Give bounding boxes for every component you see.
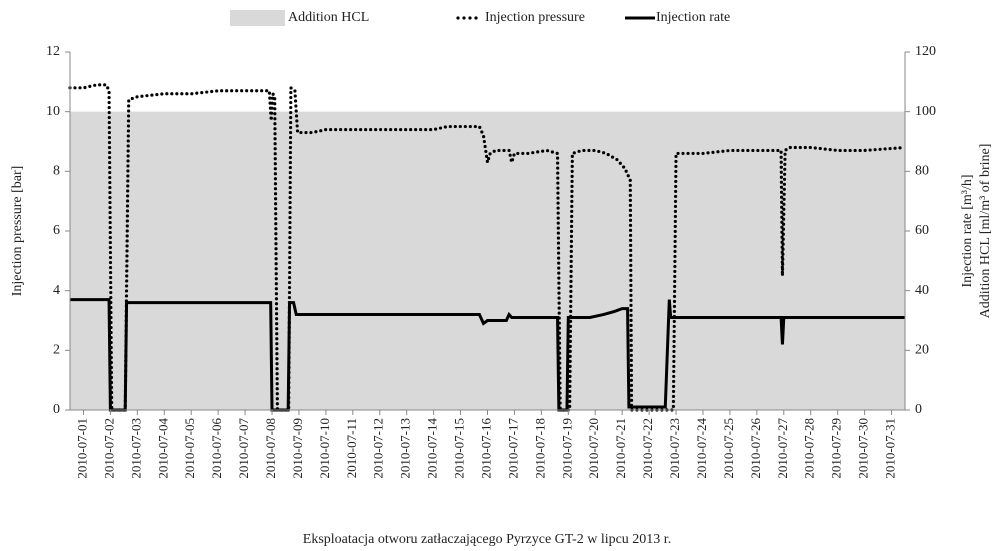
x-tick-label: 2010-07-12	[371, 418, 386, 479]
x-tick-label: 2010-07-18	[532, 418, 547, 479]
x-tick-label: 2010-07-10	[317, 418, 332, 479]
x-tick-label: 2010-07-06	[209, 418, 224, 479]
x-tick-label: 2010-07-07	[236, 418, 251, 479]
y-tick-label: 0	[53, 402, 60, 417]
x-tick-label: 2010-07-27	[775, 418, 790, 479]
y-tick-label: 2	[53, 343, 60, 358]
x-tick-label: 2010-07-26	[748, 418, 763, 479]
y-tick-label: 8	[53, 164, 60, 179]
line	[68, 83, 907, 412]
y2-tick-label: 60	[915, 223, 929, 238]
x-tick-label: 2010-07-19	[559, 418, 574, 479]
x-tick-label: 2010-07-05	[182, 418, 197, 479]
x-tick-label: 2010-07-04	[155, 418, 170, 479]
x-tick-label: 2010-07-02	[101, 418, 116, 479]
y2-tick-label: 120	[915, 44, 936, 59]
x-tick-label: 2010-07-21	[613, 418, 628, 479]
y-tick-label: 12	[46, 44, 60, 59]
x-tick-label: 2010-07-13	[398, 418, 413, 479]
y2-tick-label: 20	[915, 343, 929, 358]
x-tick-label: 2010-07-20	[586, 418, 601, 479]
x-tick-label: 2010-07-28	[802, 418, 817, 479]
x-tick-label: 2010-07-31	[883, 418, 898, 479]
x-tick-label: 2010-07-09	[290, 418, 305, 479]
x-tick-label: 2010-07-15	[452, 418, 467, 479]
x-tick-label: 2010-07-14	[425, 418, 440, 479]
legend-label: Injection pressure	[485, 10, 585, 25]
y2-tick-label: 80	[915, 164, 929, 179]
legend-label: Addition HCL	[288, 10, 369, 25]
x-tick-label: 2010-07-17	[505, 418, 520, 479]
y-tick-label: 6	[53, 223, 60, 238]
y2-tick-label: 100	[915, 104, 936, 119]
y-tick-label: 4	[53, 283, 60, 298]
y2-axis-title: Injection rate [m³/h]	[960, 174, 975, 287]
x-tick-label: 2010-07-25	[721, 418, 736, 479]
x-axis-title: Eksploatacja otworu zatłaczającego Pyrzy…	[303, 532, 671, 547]
area	[70, 111, 905, 411]
legend-label: Injection rate	[656, 10, 730, 25]
x-tick-label: 2010-07-22	[640, 418, 655, 479]
x-tick-label: 2010-07-08	[263, 418, 278, 479]
y-tick-label: 10	[46, 104, 60, 119]
x-tick-label: 2010-07-16	[478, 418, 493, 479]
x-tick-label: 2010-07-11	[344, 418, 359, 478]
x-tick-label: 2010-07-03	[128, 418, 143, 479]
y2-tick-label: 40	[915, 283, 929, 298]
y-axis-title: Injection pressure [bar]	[10, 166, 25, 297]
x-tick-label: 2010-07-01	[74, 418, 89, 479]
legend-swatch	[230, 10, 285, 26]
y2-tick-label: 0	[915, 402, 922, 417]
x-tick-label: 2010-07-30	[856, 418, 871, 479]
y2-axis-title: Addition HCL [ml/m³ of brine]	[978, 144, 993, 319]
line	[70, 298, 905, 412]
x-tick-label: 2010-07-24	[694, 418, 709, 479]
x-tick-label: 2010-07-23	[667, 418, 682, 479]
x-tick-label: 2010-07-29	[829, 418, 844, 479]
